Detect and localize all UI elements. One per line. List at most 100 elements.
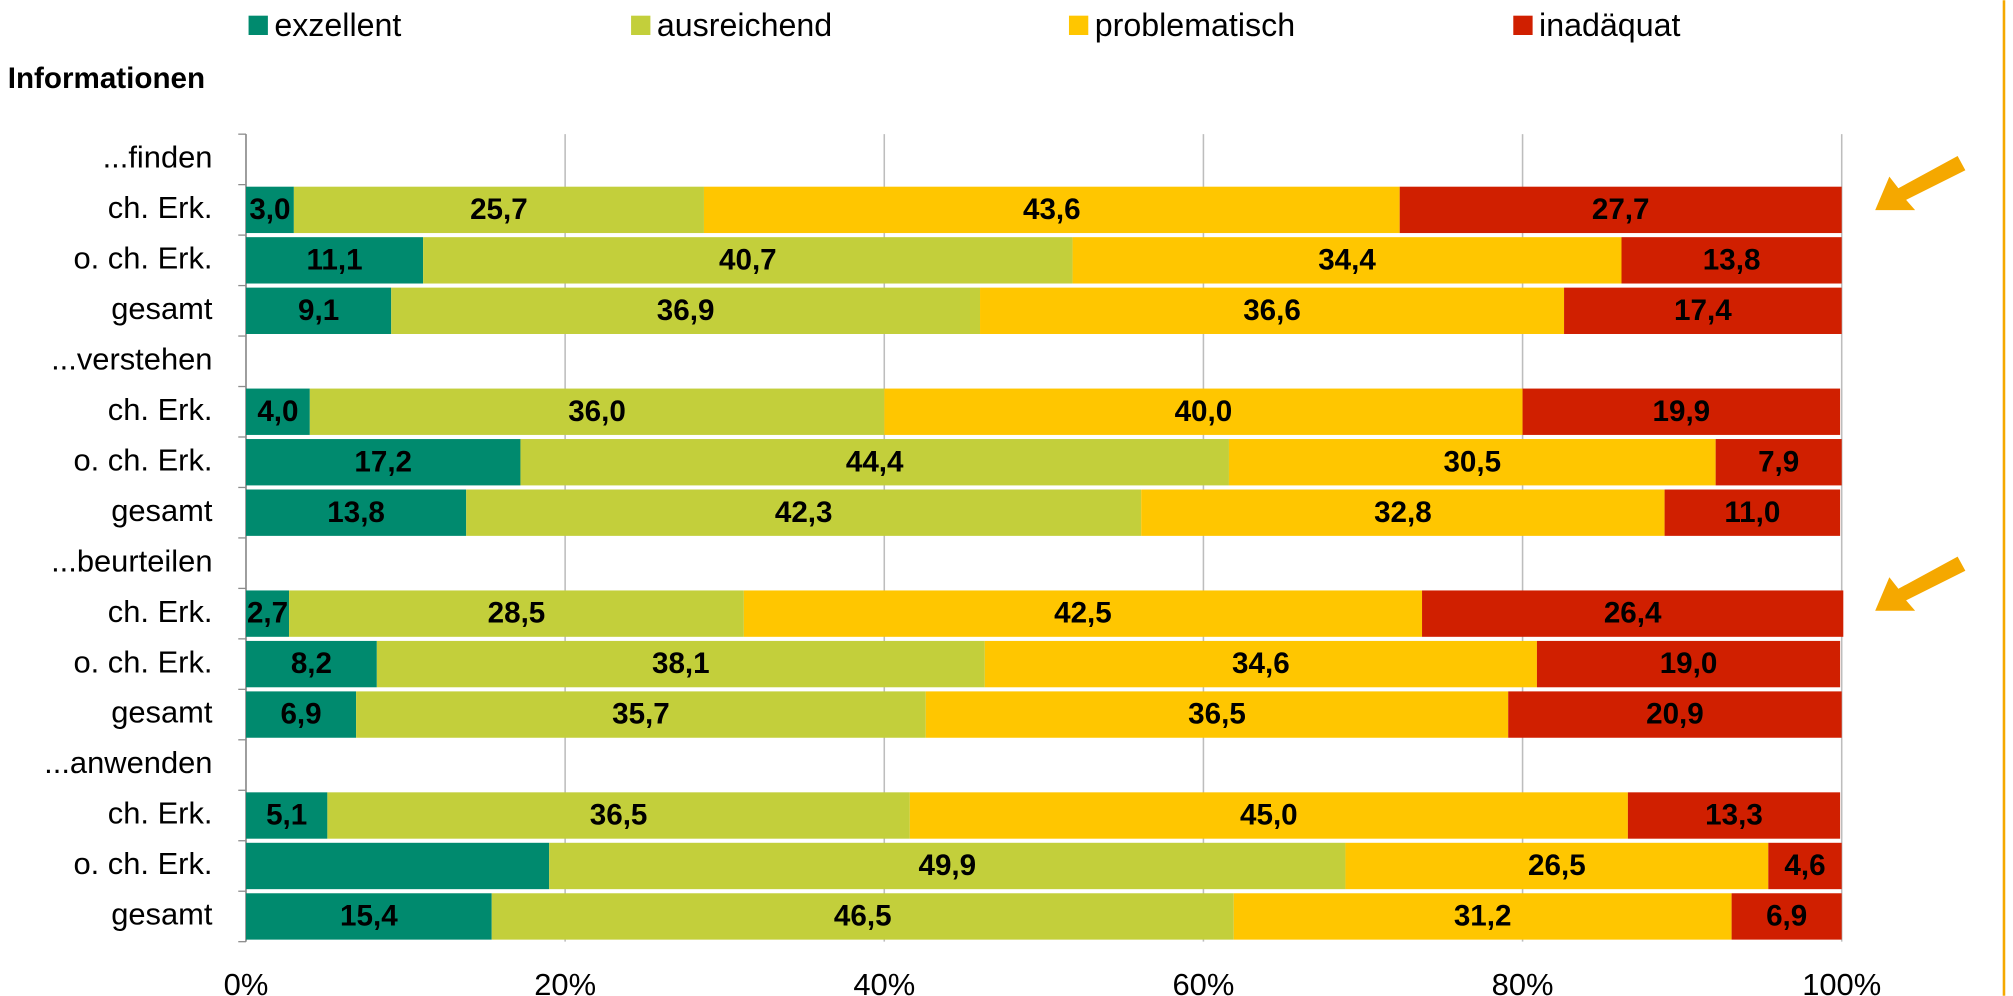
bar-segment — [1228, 439, 1716, 486]
bar-segment — [1141, 489, 1665, 536]
value-label: 36,9 — [657, 294, 715, 327]
bar-segment — [1072, 237, 1622, 284]
x-tick-label: 40% — [853, 967, 915, 996]
value-label: 25,7 — [470, 193, 528, 226]
bar-segment — [1664, 489, 1841, 536]
legend-swatch — [248, 15, 268, 35]
bar-segment — [1399, 186, 1842, 234]
value-label: 45,0 — [1240, 799, 1298, 832]
value-label: 32,8 — [1374, 496, 1432, 529]
y-tick-label: o. ch. Erk. — [73, 644, 212, 679]
value-label: 31,2 — [1454, 900, 1512, 933]
bar-segment — [245, 590, 290, 637]
bar-segment — [909, 792, 1628, 839]
value-label: 13,3 — [1705, 799, 1763, 832]
value-label: 36,5 — [590, 799, 648, 832]
value-label: 11,1 — [307, 243, 363, 276]
bar-segment — [520, 439, 1229, 486]
legend-label: ausreichend — [657, 7, 832, 43]
bar-segment — [245, 792, 328, 839]
legend-label: inadäquat — [1539, 7, 1680, 43]
value-label: 19,9 — [1653, 395, 1711, 428]
value-label: 15,4 — [340, 900, 398, 933]
value-label: 42,3 — [775, 496, 833, 529]
bar-segment — [391, 287, 981, 334]
bar-segment — [245, 893, 492, 940]
value-label: 30,5 — [1443, 445, 1501, 478]
bar-segment — [1536, 640, 1841, 688]
bar-segment — [1345, 842, 1769, 890]
bar-segment — [925, 691, 1509, 738]
bar-segment — [1508, 691, 1842, 738]
legend-label: exzellent — [274, 7, 401, 43]
y-tick-label: o. ch. Erk. — [73, 240, 212, 275]
bar-segment — [289, 590, 744, 637]
y-tick-label: ch. Erk. — [108, 594, 213, 629]
value-label: 36,6 — [1243, 294, 1301, 327]
bar-segment — [376, 640, 985, 688]
y-tick-label: gesamt — [111, 897, 213, 932]
bar-segment — [1422, 590, 1844, 637]
legend-label: problematisch — [1095, 7, 1295, 43]
value-label: 9,1 — [298, 294, 339, 327]
bar-segment — [1621, 237, 1842, 284]
bar-segment — [1627, 792, 1841, 839]
y-tick-label: gesamt — [111, 291, 213, 326]
arrow — [1875, 156, 1966, 211]
value-label: 5,1 — [266, 799, 307, 832]
x-tick-label: 20% — [534, 967, 596, 996]
value-label: 13,8 — [1703, 243, 1761, 276]
value-label: 6,9 — [1766, 900, 1807, 933]
legend-swatch — [1068, 15, 1089, 35]
value-label: 4,0 — [257, 395, 298, 428]
value-label: 26,5 — [1528, 849, 1586, 882]
value-label: 17,4 — [1674, 294, 1732, 327]
y-tick-label: o. ch. Erk. — [73, 846, 212, 881]
x-tick-label: 100% — [1802, 967, 1881, 996]
value-label: 36,5 — [1188, 698, 1246, 731]
bar-segment — [245, 842, 550, 890]
bar-segment — [703, 186, 1400, 234]
y-tick-label: ...verstehen — [51, 341, 212, 376]
value-label: 6,9 — [280, 698, 321, 731]
x-tick-label: 60% — [1173, 967, 1235, 996]
value-label: 26,4 — [1604, 597, 1662, 630]
chart-title: Informationen — [8, 62, 205, 95]
y-tick-label: gesamt — [111, 695, 213, 730]
y-tick-label: ...finden — [103, 140, 213, 175]
value-label: 8,2 — [291, 647, 332, 680]
y-tick-label: ch. Erk. — [108, 392, 213, 427]
value-label: 17,2 — [354, 445, 412, 478]
value-label: 34,4 — [1318, 243, 1376, 276]
value-label: 43,6 — [1023, 193, 1081, 226]
bar-segment — [549, 842, 1346, 890]
bar-segment — [980, 287, 1565, 334]
value-label: 20,9 — [1646, 698, 1704, 731]
x-tick-label: 80% — [1492, 967, 1554, 996]
value-label: 28,5 — [488, 597, 546, 630]
value-label: 35,7 — [612, 698, 670, 731]
bar-segment — [245, 388, 310, 435]
value-label: 13,8 — [327, 496, 385, 529]
bar-segment — [356, 691, 926, 738]
bar-segment — [1522, 388, 1841, 435]
arrow — [1875, 556, 1966, 611]
bar-segment — [245, 640, 377, 688]
bar-segment — [984, 640, 1537, 688]
bar-segment — [423, 237, 1073, 284]
value-label: 7,9 — [1758, 445, 1799, 478]
value-label: 44,4 — [846, 445, 904, 478]
value-label: 27,7 — [1592, 193, 1650, 226]
value-label: 40,7 — [719, 243, 777, 276]
bar-segment — [245, 489, 467, 536]
value-label: 40,0 — [1175, 395, 1233, 428]
value-label: 34,6 — [1232, 647, 1290, 680]
bar-segment — [1233, 893, 1732, 940]
bar-segment — [1768, 842, 1842, 890]
value-label: 38,1 — [652, 647, 710, 680]
bar-segment — [743, 590, 1423, 637]
value-label: 36,0 — [568, 395, 626, 428]
value-label: 19,0 — [1660, 647, 1718, 680]
bar-segment — [293, 186, 704, 234]
x-tick-label: 0% — [224, 967, 269, 996]
